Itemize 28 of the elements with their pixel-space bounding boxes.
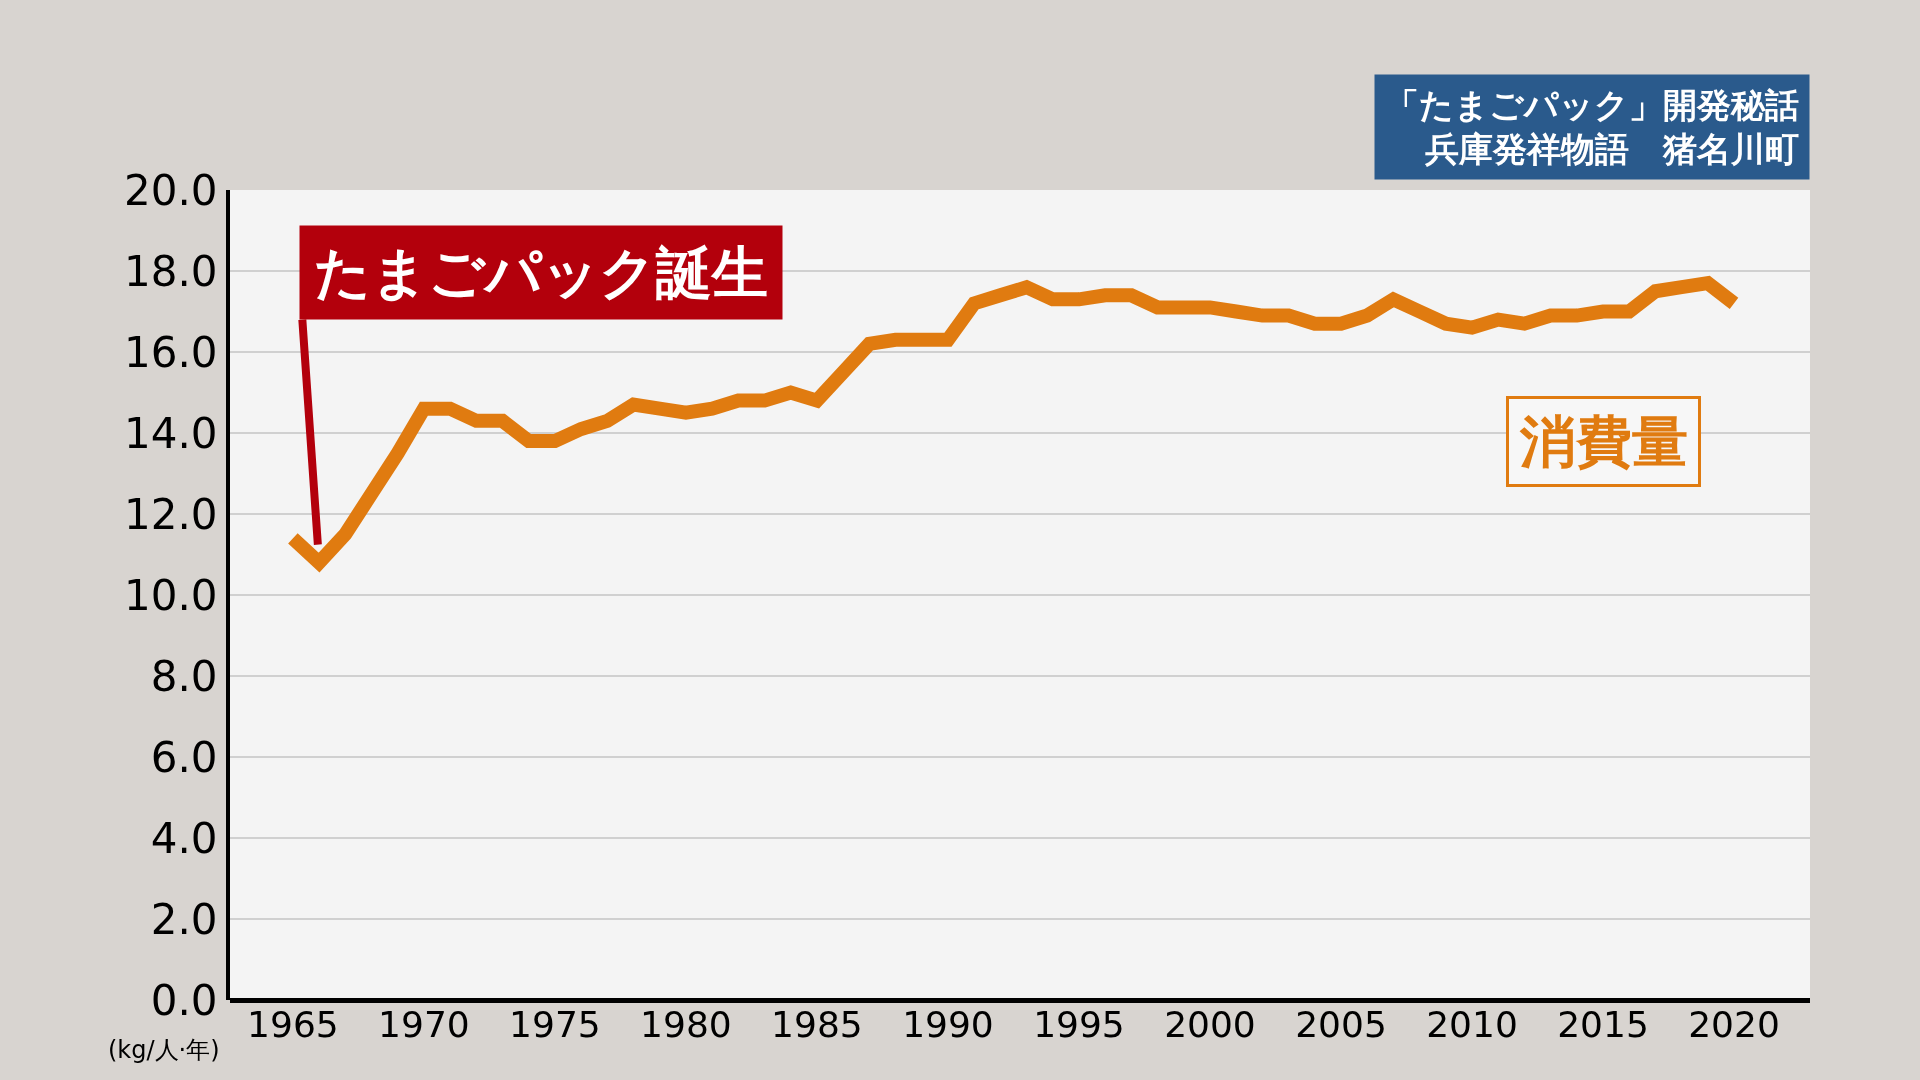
x-tick-label: 1965 xyxy=(247,1004,339,1045)
y-tick-label: 8.0 xyxy=(150,651,218,701)
y-tick-label: 14.0 xyxy=(124,408,218,458)
y-tick-label: 10.0 xyxy=(124,570,218,620)
x-tick-label: 2015 xyxy=(1557,1004,1649,1045)
y-axis-title: (kg/人·年) xyxy=(108,1036,220,1064)
series-label: 消費量 xyxy=(1519,409,1688,474)
annotation: たまごパック誕生 xyxy=(314,240,768,305)
y-tick-label: 18.0 xyxy=(124,246,218,296)
x-tick-label: 2000 xyxy=(1164,1004,1256,1045)
chart-subtitle: 兵庫発祥物語 猪名川町 xyxy=(1424,129,1799,170)
y-tick-label: 16.0 xyxy=(124,327,218,377)
y-tick-label: 6.0 xyxy=(150,732,218,782)
x-tick-label: 1985 xyxy=(771,1004,863,1045)
x-tick-label: 1970 xyxy=(378,1004,470,1045)
x-tick-label: 1975 xyxy=(509,1004,601,1045)
x-tick-label: 1980 xyxy=(640,1004,732,1045)
x-tick-label: 2020 xyxy=(1688,1004,1780,1045)
x-tick-label: 2010 xyxy=(1426,1004,1518,1045)
y-tick-label: 12.0 xyxy=(124,489,218,539)
y-tick-label: 2.0 xyxy=(150,894,218,944)
x-tick-label: 2005 xyxy=(1295,1004,1387,1045)
x-tick-label: 1995 xyxy=(1033,1004,1125,1045)
y-tick-label: 0.0 xyxy=(150,975,218,1025)
y-tick-label: 20.0 xyxy=(124,165,218,215)
y-tick-label: 4.0 xyxy=(150,813,218,863)
x-tick-label: 1990 xyxy=(902,1004,994,1045)
chart-title: 「たまごパック」開発秘話 xyxy=(1385,85,1799,125)
